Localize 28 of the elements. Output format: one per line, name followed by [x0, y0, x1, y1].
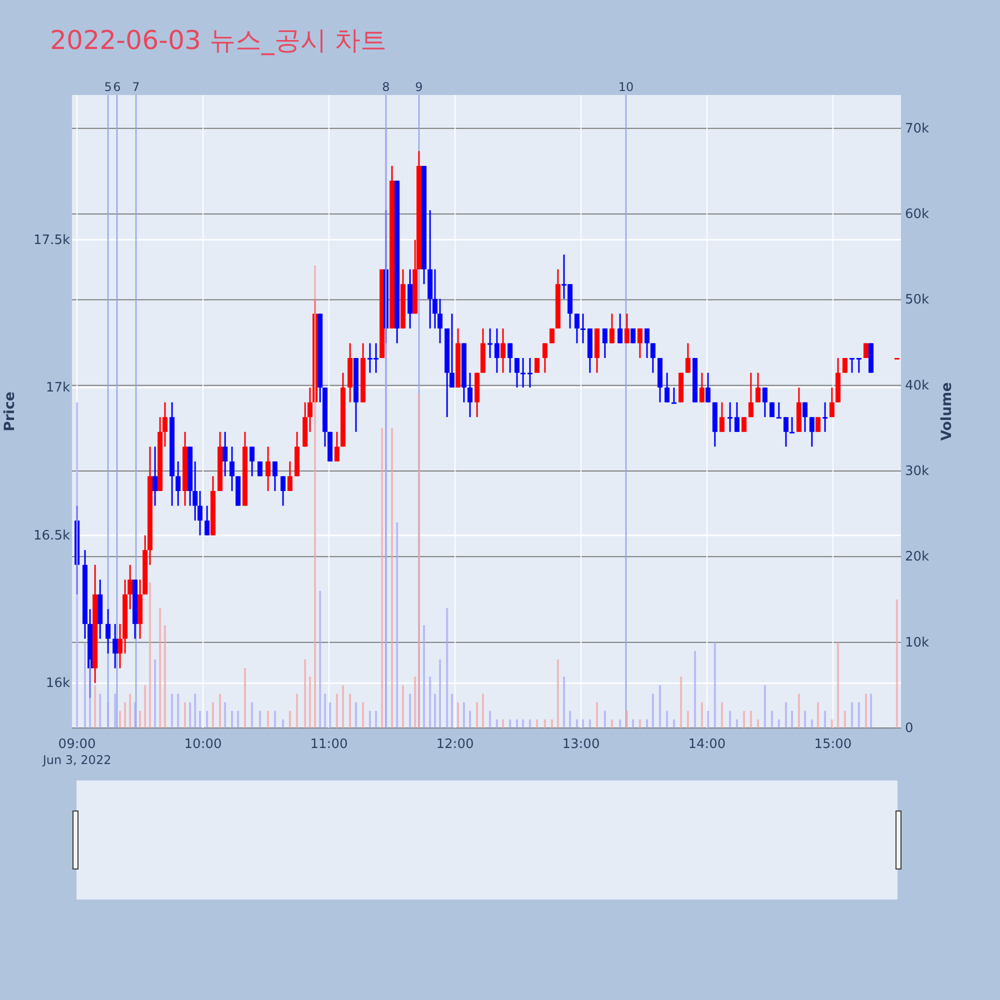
y2-tick-label: 70k	[905, 121, 930, 136]
x-tick-label: 09:00 Jun 3, 2022	[42, 737, 112, 767]
y2-tick-label: 0	[905, 721, 914, 736]
text: 7	[132, 80, 140, 94]
chart-title: 2022-06-03 뉴스_공시 차트	[50, 26, 387, 56]
text: 8	[382, 80, 390, 94]
x-tick-label: 15:00	[814, 737, 852, 752]
x-tick-label: 13:00	[562, 737, 600, 752]
y2-tick-label: 30k	[905, 464, 930, 480]
text: 5	[104, 80, 112, 94]
text: 10	[618, 80, 634, 94]
text: 9	[415, 80, 423, 94]
x-tick-label: 11:00	[310, 737, 348, 752]
y2-axis-title: Volume	[939, 382, 955, 441]
y2-tick-label: 50k	[905, 292, 930, 308]
y-tick-label: 16k	[46, 676, 70, 692]
y2-tick-label: 20k	[905, 550, 930, 565]
y2-tick-label: 60k	[905, 207, 930, 222]
y-tick-label: 17.5k	[34, 232, 70, 248]
y-tick-label: 16.5k	[34, 528, 70, 544]
y2-tick-label: 40k	[905, 378, 930, 394]
y-axis-title: Price	[2, 392, 18, 432]
x-tick-label: 12:00	[436, 737, 474, 752]
y-tick-label: 17k	[46, 380, 70, 396]
y2-tick-label: 10k	[905, 635, 930, 650]
text: 6	[113, 80, 121, 94]
x-tick-label: 14:00	[688, 737, 726, 752]
x-tick-label: 10:00	[184, 737, 222, 752]
